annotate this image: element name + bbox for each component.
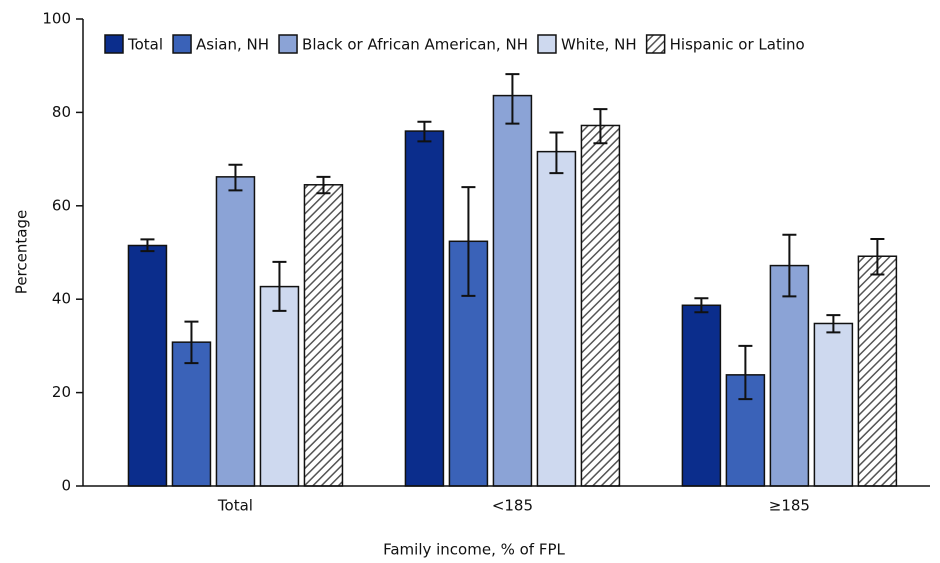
legend-label: Hispanic or Latino — [670, 36, 805, 54]
bar — [813, 322, 854, 487]
bar — [536, 150, 577, 487]
x-tick-label: ≥185 — [769, 497, 810, 515]
error-bar — [593, 108, 608, 145]
bar — [259, 285, 300, 487]
error-bar — [505, 73, 520, 125]
y-tick-label: 0 — [61, 477, 71, 495]
error-bar — [417, 120, 432, 143]
legend-label: Asian, NH — [196, 36, 269, 54]
error-bar — [316, 175, 331, 195]
x-axis-label: Family income, % of FPL — [383, 541, 565, 559]
error-bar — [694, 297, 709, 314]
y-tick-label: 60 — [52, 196, 71, 214]
bar — [171, 341, 212, 487]
legend-swatch — [537, 34, 557, 54]
legend-swatch — [645, 34, 666, 54]
bar — [492, 94, 533, 487]
bar — [215, 176, 256, 487]
error-bar — [228, 163, 243, 192]
bar — [303, 184, 344, 487]
x-tick-label: <185 — [492, 497, 533, 515]
legend-label: White, NH — [561, 36, 637, 54]
error-bar — [461, 186, 476, 297]
error-bar — [782, 233, 797, 298]
bar — [404, 130, 445, 487]
legend-swatch — [278, 34, 298, 54]
bar — [857, 255, 898, 487]
y-tick-label: 80 — [52, 103, 71, 121]
x-tick-label: Total — [217, 497, 253, 515]
error-bar — [870, 237, 885, 276]
error-bar — [826, 314, 841, 334]
error-bar — [140, 238, 155, 253]
bar — [580, 124, 621, 487]
error-bar — [184, 320, 199, 365]
legend-label: Black or African American, NH — [302, 36, 528, 54]
y-axis-label: Percentage — [13, 210, 31, 294]
legend-swatch — [104, 34, 124, 54]
bar — [769, 264, 810, 487]
legend-label: Total — [127, 36, 163, 54]
y-tick-label: 40 — [52, 290, 71, 308]
error-bar — [272, 260, 287, 312]
bar — [127, 244, 168, 487]
legend-swatch — [172, 34, 192, 54]
error-bar — [549, 131, 564, 175]
y-tick-label: 20 — [52, 383, 71, 401]
bar — [681, 304, 722, 487]
error-bar — [738, 344, 753, 401]
y-tick-label: 100 — [42, 10, 71, 28]
